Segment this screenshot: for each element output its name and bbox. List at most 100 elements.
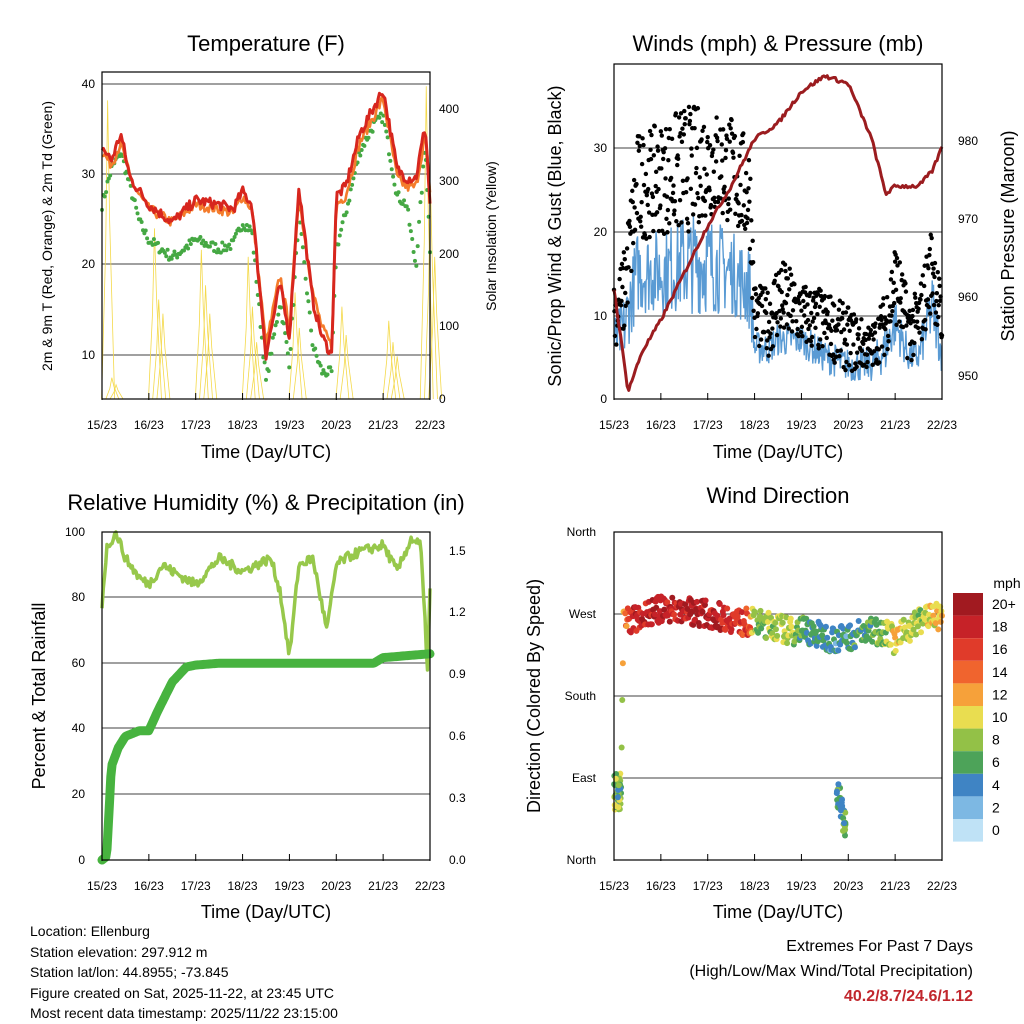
gust-point [813, 301, 819, 307]
gust-point [724, 136, 730, 141]
dewpoint-point [207, 244, 212, 249]
gust-point [687, 118, 693, 124]
gust-point [645, 202, 650, 208]
dewpoint-point [408, 229, 413, 234]
gust-point [905, 355, 910, 361]
rh-tick-0: 0 [78, 853, 85, 867]
dewpoint-point [186, 246, 191, 251]
gust-point [918, 297, 923, 302]
dewpoint-point [102, 194, 107, 199]
dewpoint-point [264, 377, 268, 382]
dewpoint-point [303, 276, 308, 281]
direction-point-east [840, 827, 847, 834]
x-tick-label: 19/23 [274, 879, 304, 893]
gust-point [937, 298, 943, 303]
speed-legend-swatch [953, 683, 983, 706]
direction-point-east [841, 820, 848, 827]
direction-point [671, 611, 678, 618]
dewpoint-point [145, 236, 150, 241]
gust-point [817, 304, 822, 310]
dir-tick-south: South [565, 689, 596, 703]
dewpoint-point [385, 135, 390, 140]
direction-point [743, 605, 750, 612]
gust-point [746, 186, 751, 191]
x-tick-label: 16/23 [134, 418, 164, 432]
dewpoint-point [255, 293, 260, 298]
gust-point [926, 266, 931, 271]
gust-point [723, 155, 728, 161]
gust-point [695, 106, 701, 111]
gust-point [894, 255, 900, 261]
dewpoint-point [336, 242, 341, 247]
gust-point [935, 322, 940, 327]
temperature-left-ticks: 10 20 30 40 [82, 77, 96, 362]
direction-point [664, 599, 671, 606]
gust-point [654, 210, 660, 215]
gust-point [726, 201, 731, 207]
gust-point [712, 195, 717, 201]
gust-point [688, 111, 693, 117]
dewpoint-point [162, 250, 167, 255]
direction-point [803, 615, 810, 622]
gust-point [662, 146, 668, 151]
direction-point [855, 617, 862, 624]
solar-insolation-peak [105, 377, 120, 400]
temp-tick-30: 30 [82, 167, 96, 181]
gust-point [721, 190, 727, 195]
wind-direction-series [611, 593, 945, 839]
direction-point [835, 647, 842, 654]
x-tick-label: 15/23 [599, 879, 629, 893]
gust-point [809, 343, 814, 348]
gust-point [665, 207, 671, 213]
wind-tick-20: 20 [594, 225, 608, 239]
dewpoint-point [175, 255, 180, 260]
gust-point [680, 126, 685, 131]
gust-point [652, 124, 657, 129]
gust-point [854, 364, 859, 369]
gust-point [876, 347, 881, 352]
gust-point [618, 303, 624, 308]
direction-point [819, 632, 826, 639]
x-tick-label: 16/23 [134, 879, 164, 893]
precip-tick-03: 0.3 [449, 791, 466, 805]
dewpoint-point [266, 368, 271, 373]
dewpoint-point [377, 115, 382, 120]
gust-point [785, 292, 790, 298]
dewpoint-point [344, 210, 349, 215]
gust-point [671, 212, 677, 217]
gust-point [927, 246, 933, 252]
direction-point [903, 629, 910, 636]
gust-point [693, 170, 699, 176]
direction-point [728, 626, 735, 633]
dir-tick-north-bottom: North [567, 853, 596, 867]
pressure-tick-970: 970 [958, 212, 978, 226]
dewpoint-point [251, 250, 256, 255]
dewpoint-series [100, 111, 432, 382]
dewpoint-point [283, 331, 288, 336]
direction-point [918, 629, 925, 636]
gust-point [740, 139, 746, 145]
solar-insolation-peak [246, 306, 260, 400]
direction-point [623, 623, 630, 630]
dewpoint-point [233, 231, 238, 236]
gust-point [653, 169, 659, 175]
dewpoint-point [404, 204, 409, 209]
gust-point [748, 176, 753, 182]
gust-point [758, 337, 764, 342]
speed-legend-label: 10 [992, 709, 1008, 725]
temp-9m-line [101, 95, 432, 352]
direction-point [938, 608, 945, 615]
precipitation-line [97, 649, 435, 865]
dewpoint-point [220, 240, 225, 245]
precip-tick-15: 1.5 [449, 544, 466, 558]
gust-point [820, 344, 825, 349]
temp-tick-10: 10 [82, 348, 96, 362]
dewpoint-point [285, 351, 290, 356]
gust-point [658, 203, 663, 208]
gust-point [817, 337, 823, 342]
gust-point [769, 310, 775, 315]
speed-legend-label: 18 [992, 619, 1008, 635]
gust-point [859, 348, 865, 354]
gust-point [898, 296, 903, 301]
dewpoint-point [269, 351, 274, 356]
